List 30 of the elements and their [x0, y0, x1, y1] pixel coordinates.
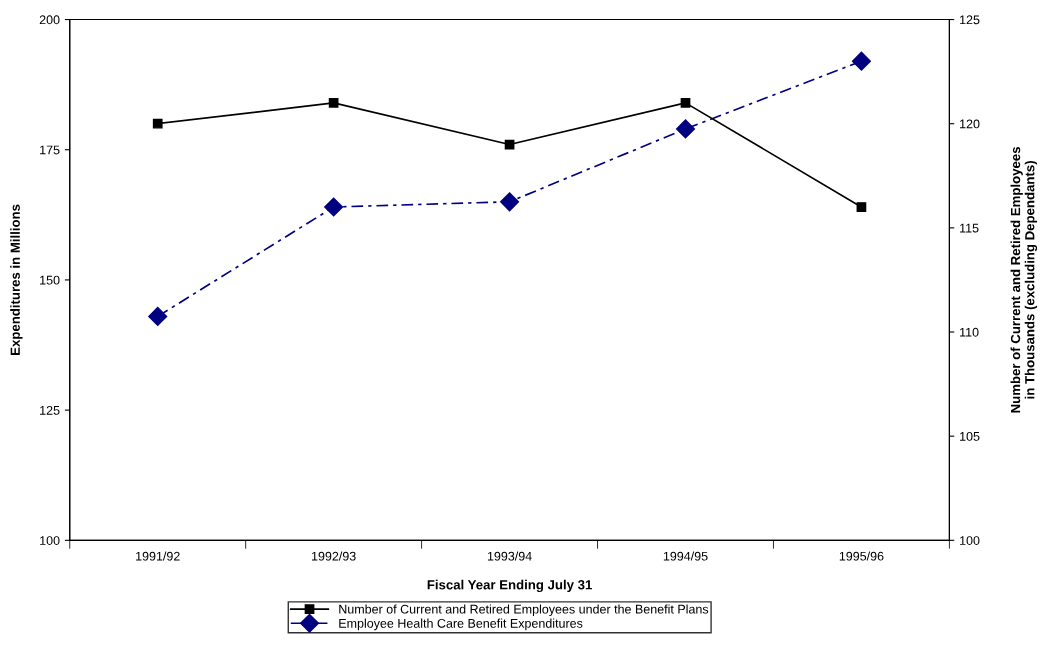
point [500, 192, 520, 212]
x-tick-label: 1993/94 [487, 551, 532, 561]
y-tick-label: 175 [40, 145, 60, 155]
y-tick-label: 150 [40, 275, 60, 285]
x-tick-label: 1991/92 [136, 551, 180, 561]
point [680, 97, 691, 108]
x-tick-label: 1995/96 [839, 551, 884, 561]
y2-tick-label: 110 [960, 327, 979, 337]
point [152, 118, 163, 129]
y-tick-label: 100 [40, 536, 60, 545]
point [856, 202, 867, 212]
y2-tick-label: 125 [960, 15, 980, 25]
y-tick-label: 125 [40, 405, 60, 415]
y2-axis-title: Number of Current and Retired Employees in Thousands (excluding Dependants) [1010, 147, 1038, 413]
x-axis-title: Fiscal Year Ending July 31 [427, 579, 592, 593]
legend-label: Employee Health Care Benefit Expenditures [339, 618, 583, 631]
x-tick-label: 1992/93 [312, 551, 356, 561]
legend-label: Number of Current and Retired Employees under the Benefit Plans [339, 604, 709, 617]
y2-tick-label: 120 [960, 119, 980, 129]
point [851, 51, 871, 71]
y-axis-title: Expenditures in Millions [10, 204, 23, 355]
x-tick-label: 1994/95 [663, 551, 708, 561]
point [675, 119, 696, 139]
y-tick-label: 200 [39, 15, 60, 25]
point [148, 306, 168, 326]
y2-tick-label: 115 [960, 223, 979, 233]
point [328, 97, 339, 108]
y2-tick-label: 105 [960, 431, 980, 441]
y2-tick-label: 100 [960, 536, 980, 545]
point [324, 197, 344, 217]
